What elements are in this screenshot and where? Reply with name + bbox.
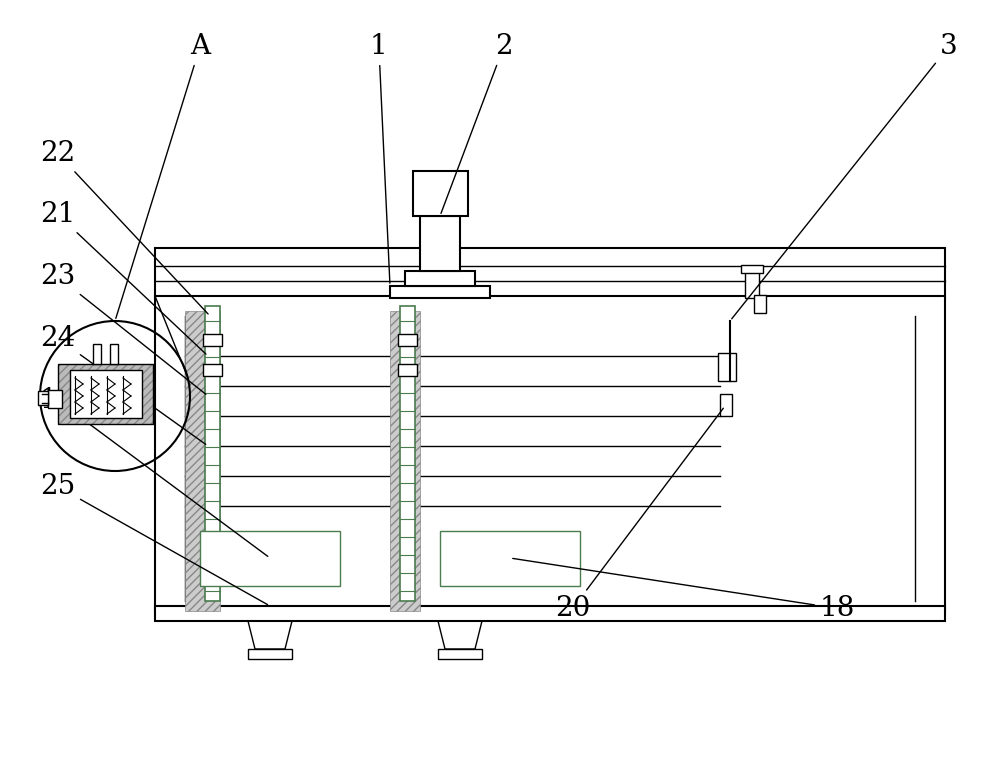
Bar	[155, 606, 945, 621]
Bar	[93, 344, 101, 364]
Text: 25: 25	[40, 473, 268, 605]
Bar	[398, 334, 417, 346]
Bar	[38, 391, 48, 405]
Bar	[720, 394, 732, 416]
Bar	[155, 248, 945, 298]
Bar	[440, 531, 580, 586]
Text: 3: 3	[732, 33, 958, 319]
Bar	[400, 306, 415, 601]
Text: 18: 18	[513, 559, 855, 622]
Bar	[200, 531, 340, 586]
Bar	[70, 370, 142, 418]
Text: 22: 22	[40, 140, 208, 314]
Bar	[58, 364, 153, 424]
Bar	[203, 334, 222, 346]
Bar	[438, 649, 482, 659]
Bar	[248, 649, 292, 659]
Bar	[390, 311, 420, 611]
Bar	[745, 268, 759, 298]
Bar	[48, 390, 62, 408]
Bar	[413, 171, 468, 216]
Text: 2: 2	[441, 33, 513, 213]
Bar	[110, 344, 118, 364]
Bar	[390, 286, 490, 298]
Text: 23: 23	[40, 263, 206, 394]
Text: 19: 19	[40, 387, 268, 556]
Bar	[420, 216, 460, 271]
Bar	[205, 306, 220, 601]
Bar	[58, 364, 153, 424]
Bar	[155, 296, 945, 611]
Text: 24: 24	[40, 325, 206, 445]
Bar	[405, 271, 475, 286]
Text: 21: 21	[40, 201, 206, 354]
Bar	[185, 311, 220, 611]
Text: 20: 20	[555, 408, 723, 622]
Bar	[398, 364, 417, 376]
Bar	[203, 364, 222, 376]
Text: 1: 1	[370, 33, 390, 283]
Bar	[741, 265, 763, 273]
Bar	[754, 295, 766, 313]
Text: A: A	[116, 33, 210, 318]
Bar	[718, 353, 736, 381]
